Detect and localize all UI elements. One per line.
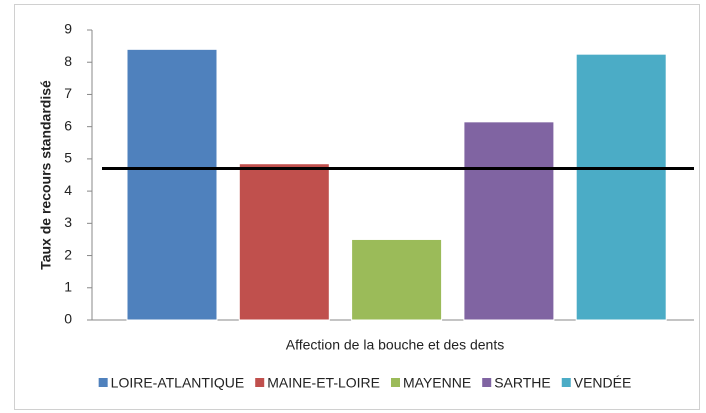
- y-tick-label: 7: [64, 85, 72, 101]
- y-tick-label: 2: [64, 246, 72, 262]
- bar: [126, 48, 218, 321]
- legend-swatch: [561, 378, 571, 387]
- legend-label: LOIRE-ATLANTIQUE: [111, 375, 245, 391]
- legend-swatch: [391, 378, 401, 387]
- bar: [351, 238, 443, 321]
- legend-label: VENDÉE: [574, 375, 632, 391]
- y-tick-label: 4: [64, 182, 72, 198]
- y-tick-label: 0: [64, 311, 72, 327]
- bar: [463, 121, 555, 321]
- y-tick-label: 6: [64, 117, 72, 133]
- legend-label: MAINE-ET-LOIRE: [267, 375, 380, 391]
- legend-label: SARTHE: [494, 375, 551, 391]
- legend-swatch: [482, 378, 492, 387]
- y-tick-label: 1: [64, 278, 72, 294]
- bar: [238, 163, 330, 321]
- y-tick-label: 9: [64, 21, 72, 37]
- legend-swatch: [255, 378, 265, 387]
- y-tick-label: 5: [64, 150, 72, 166]
- bar: [575, 53, 667, 321]
- y-tick-label: 3: [64, 214, 72, 230]
- y-axis-label: Taux de recours standardisé: [38, 80, 54, 270]
- legend-label: MAYENNE: [403, 375, 471, 391]
- x-axis-label: Affection de la bouche et des dents: [286, 337, 504, 353]
- y-tick-label: 8: [64, 53, 72, 69]
- legend-swatch: [98, 378, 108, 387]
